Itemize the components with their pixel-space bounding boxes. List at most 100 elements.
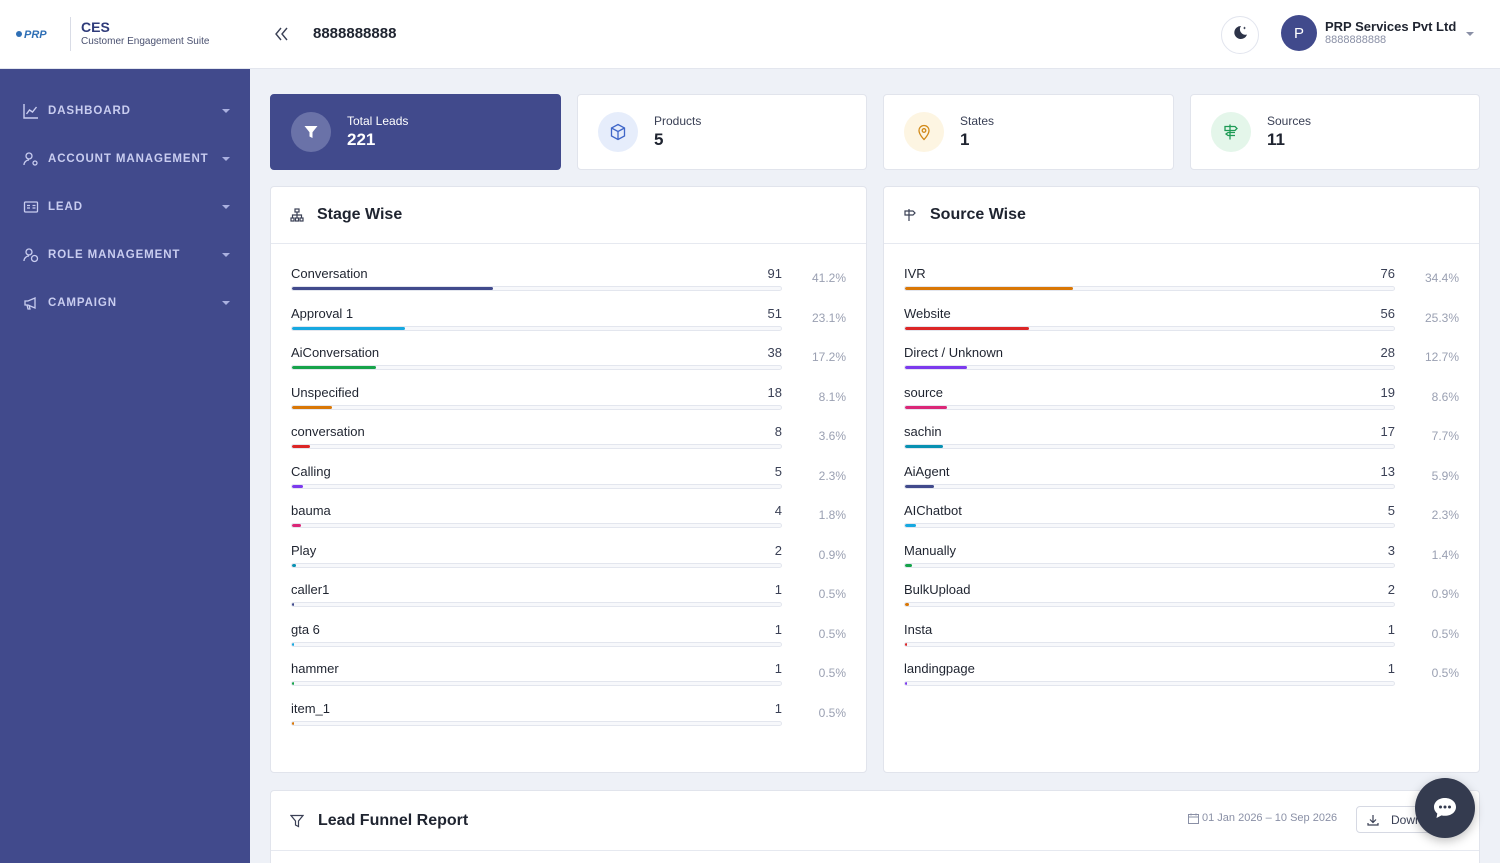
- sidebar-item-role-management[interactable]: ROLE MANAGEMENT: [0, 231, 250, 279]
- panel-title: Lead Funnel Report: [318, 811, 469, 829]
- stat-card-states[interactable]: States 1: [883, 94, 1174, 170]
- chat-bubble-icon: [1432, 796, 1458, 820]
- date-range[interactable]: 01 Jan 2026 – 10 Sep 2026: [1188, 812, 1337, 824]
- row-count: 1: [774, 582, 782, 597]
- chevron-down-icon: [222, 301, 230, 305]
- stat-card-sources[interactable]: Sources 11: [1190, 94, 1480, 170]
- sidebar-item-label: ROLE MANAGEMENT: [48, 249, 181, 261]
- row-count: 5: [1387, 503, 1395, 518]
- chat-button[interactable]: [1415, 778, 1475, 838]
- sidebar-item-account-management[interactable]: ACCOUNT MANAGEMENT: [0, 135, 250, 183]
- stat-text: Sources 11: [1267, 113, 1311, 151]
- source-row: AiAgent 13 5.9%: [904, 464, 1459, 504]
- progress-track: [291, 444, 782, 449]
- row-top: gta 6 1: [291, 622, 782, 637]
- progress-track: [291, 483, 782, 489]
- row-main: Conversation 91: [291, 266, 782, 291]
- stat-text: Products 5: [654, 113, 701, 151]
- stage-row: hammer 1 0.5%: [291, 661, 846, 701]
- avatar: P: [1281, 15, 1317, 51]
- brand[interactable]: PRP CES Customer Engagement Suite: [0, 0, 250, 69]
- row-main: IVR 76: [904, 266, 1395, 291]
- stage-row: Calling 5 2.3%: [291, 464, 846, 504]
- row-percent: 0.9%: [818, 547, 846, 562]
- progress-track: [904, 365, 1395, 370]
- row-count: 3: [1387, 542, 1395, 558]
- row-count: 1: [1387, 661, 1395, 676]
- panel-title: Stage Wise: [317, 206, 403, 223]
- stat-card-total-leads[interactable]: Total Leads 221: [270, 94, 561, 170]
- row-name: Insta: [904, 621, 933, 637]
- stage-row: gta 6 1 0.5%: [291, 622, 846, 662]
- progress-track: [904, 602, 1395, 607]
- collapse-sidebar-icon[interactable]: [272, 24, 292, 44]
- row-percent: 5.9%: [1431, 468, 1459, 483]
- row-main: Direct / Unknown 28: [904, 345, 1395, 370]
- brand-text: CES Customer Engagement Suite: [81, 20, 209, 48]
- row-top: item_1 1: [291, 701, 782, 716]
- row-count: 2: [774, 542, 782, 558]
- row-count: 91: [767, 266, 782, 281]
- row-name: AiConversation: [291, 345, 380, 360]
- row-count: 56: [1380, 305, 1395, 321]
- source-row: BulkUpload 2 0.9%: [904, 582, 1459, 622]
- row-percent: 0.5%: [818, 587, 846, 601]
- source-row: IVR 76 34.4%: [904, 266, 1459, 306]
- row-name: AiAgent: [904, 463, 950, 479]
- progress-track: [904, 286, 1395, 291]
- panel-header: Source Wise: [884, 187, 1479, 244]
- progress-track: [291, 365, 782, 370]
- row-top: AiAgent 13: [904, 464, 1395, 479]
- progress-track: [904, 523, 1395, 528]
- row-count: 18: [767, 384, 782, 400]
- progress-fill: [292, 524, 301, 527]
- row-top: sachin 17: [904, 424, 1395, 439]
- panel-header: Lead Funnel Report: [271, 791, 1479, 851]
- row-main: gta 6 1: [291, 622, 782, 647]
- progress-track: [291, 523, 782, 528]
- stat-card-products[interactable]: Products 5: [577, 94, 867, 170]
- stat-value: 221: [347, 130, 376, 149]
- progress-track: [291, 720, 782, 726]
- row-name: hammer: [291, 661, 339, 676]
- brand-subtitle: Customer Engagement Suite: [81, 36, 210, 47]
- panel-header: Stage Wise: [271, 187, 866, 244]
- stage-row: Play 2 0.9%: [291, 543, 846, 583]
- stage-row: bauma 4 1.8%: [291, 503, 846, 543]
- row-main: Manually 3: [904, 543, 1395, 568]
- row-count: 13: [1380, 463, 1395, 479]
- sidebar-item-dashboard[interactable]: DASHBOARD: [0, 87, 250, 135]
- row-main: Approval 1 51: [291, 306, 782, 331]
- progress-fill: [292, 405, 332, 409]
- progress-fill: [905, 287, 1074, 290]
- row-main: bauma 4: [291, 503, 782, 528]
- source-row: AIChatbot 5 2.3%: [904, 503, 1459, 543]
- stat-label: Total Leads: [347, 114, 409, 128]
- sidebar-item-lead[interactable]: LEAD: [0, 183, 250, 231]
- stat-label: Products: [654, 114, 702, 128]
- row-name: Conversation: [291, 266, 368, 281]
- row-main: AIChatbot 5: [904, 503, 1395, 528]
- row-main: source 19: [904, 385, 1395, 410]
- row-top: landingpage 1: [904, 661, 1395, 676]
- row-main: Website 56: [904, 306, 1395, 331]
- stat-label: Sources: [1267, 114, 1312, 128]
- progress-fill: [905, 682, 908, 685]
- row-top: IVR 76: [904, 266, 1395, 281]
- id-card-icon: [22, 198, 40, 216]
- row-name: IVR: [904, 266, 926, 281]
- row-main: AiConversation 38: [291, 345, 782, 370]
- row-name: Play: [291, 542, 317, 558]
- row-name: item_1: [291, 700, 331, 716]
- sidebar-item-campaign[interactable]: CAMPAIGN: [0, 279, 250, 327]
- user-menu[interactable]: P PRP Services Pvt Ltd 8888888888: [1281, 15, 1475, 51]
- date-range-text: 01 Jan 2026 – 10 Sep 2026: [1202, 812, 1338, 824]
- row-count: 2: [1387, 582, 1395, 597]
- theme-toggle-button[interactable]: [1221, 16, 1259, 54]
- row-count: 1: [774, 661, 782, 676]
- row-top: Calling 5: [291, 464, 782, 479]
- sidebar-item-label: CAMPAIGN: [48, 297, 117, 309]
- row-name: gta 6: [291, 621, 320, 637]
- stage-wise-panel: Stage Wise Conversation 91 41.2% Approval 1…: [270, 186, 867, 773]
- source-row: Insta 1 0.5%: [904, 622, 1459, 662]
